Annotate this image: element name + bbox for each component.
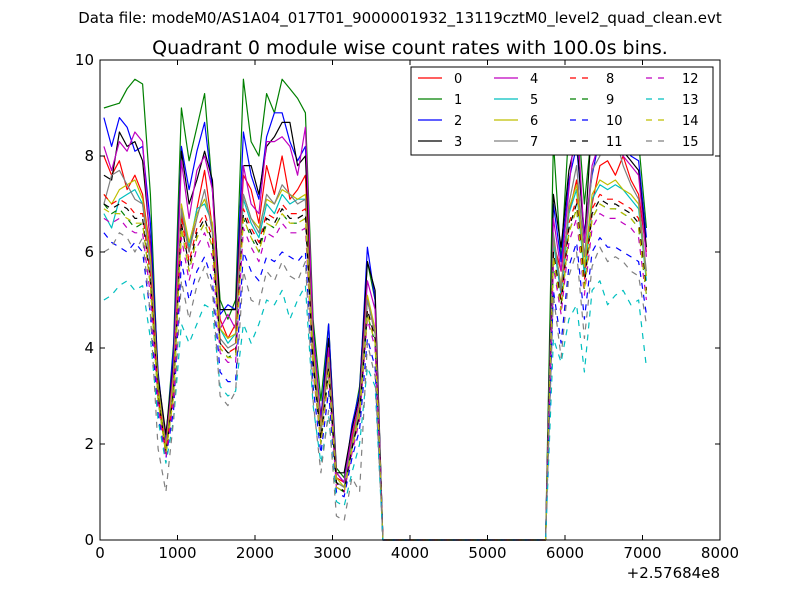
legend-label-7: 7: [530, 135, 538, 150]
x-offset-label: +2.57684e8: [627, 564, 720, 582]
legend-label-15: 15: [682, 135, 699, 150]
legend-label-1: 1: [454, 93, 462, 108]
y-tick-label: 8: [84, 147, 94, 165]
y-tick-label: 10: [75, 51, 94, 69]
legend-label-4: 4: [530, 72, 538, 87]
legend-label-5: 5: [530, 93, 538, 108]
legend-box: [410, 66, 714, 156]
x-tick-label: 4000: [391, 544, 429, 562]
series-line-10: [103, 232, 647, 541]
legend-label-0: 0: [454, 72, 462, 87]
legend-label-13: 13: [682, 93, 699, 108]
x-tick-label: 6000: [546, 544, 584, 562]
legend-label-6: 6: [530, 114, 538, 129]
x-tick-label: 1000: [158, 544, 196, 562]
legend-label-11: 11: [606, 135, 623, 150]
y-tick-label: 2: [84, 435, 94, 453]
y-tick-label: 0: [84, 531, 94, 549]
y-tick-label: 6: [84, 243, 94, 261]
chart-title: Quadrant 0 module wise count rates with …: [152, 37, 668, 59]
series-layer: [103, 68, 647, 541]
y-tick-label: 4: [84, 339, 94, 357]
series-line-15: [103, 232, 647, 541]
legend-label-12: 12: [682, 72, 699, 87]
series-line-14: [103, 203, 647, 541]
legend-label-9: 9: [606, 93, 614, 108]
x-tick-label: 3000: [313, 544, 351, 562]
legend-label-8: 8: [606, 72, 614, 87]
series-line-4: [103, 107, 647, 541]
x-tick-label: 7000: [623, 544, 661, 562]
x-tick-label: 8000: [701, 544, 739, 562]
x-tick-label: 0: [95, 544, 105, 562]
legend-label-3: 3: [454, 135, 462, 150]
x-tick-label: 5000: [468, 544, 506, 562]
legend-label-10: 10: [606, 114, 623, 129]
x-tick-label: 2000: [236, 544, 274, 562]
legend-label-2: 2: [454, 114, 462, 129]
suptitle: Data file: modeM0/AS1A04_017T01_90000019…: [78, 9, 722, 28]
legend-label-14: 14: [682, 114, 699, 129]
